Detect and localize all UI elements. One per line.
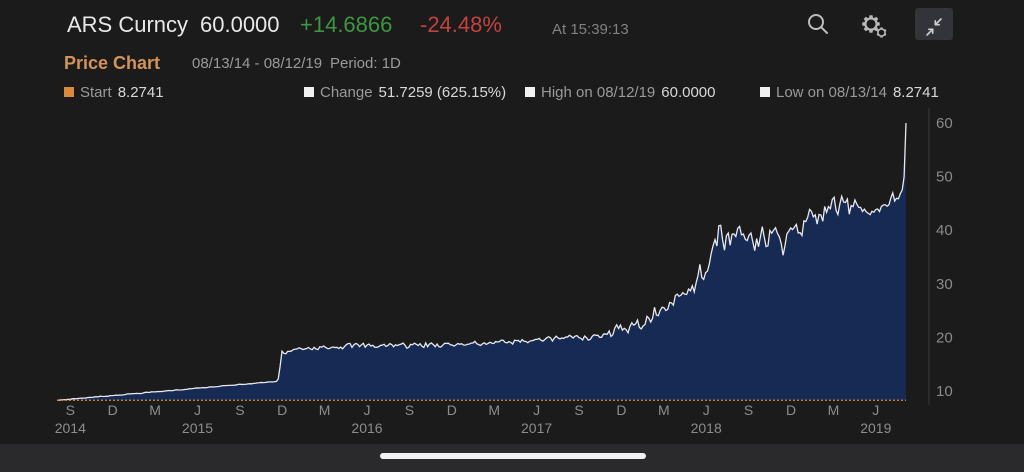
svg-text:S: S bbox=[574, 402, 583, 418]
svg-text:2015: 2015 bbox=[182, 420, 213, 436]
svg-text:M: M bbox=[149, 402, 161, 418]
svg-text:20: 20 bbox=[936, 329, 953, 346]
svg-text:D: D bbox=[447, 402, 457, 418]
svg-text:S: S bbox=[405, 402, 414, 418]
svg-text:30: 30 bbox=[936, 276, 953, 293]
svg-text:10: 10 bbox=[936, 383, 953, 400]
svg-text:M: M bbox=[488, 402, 500, 418]
svg-text:J: J bbox=[533, 402, 540, 418]
svg-text:D: D bbox=[616, 402, 626, 418]
svg-text:S: S bbox=[235, 402, 244, 418]
svg-text:D: D bbox=[108, 402, 118, 418]
svg-text:J: J bbox=[872, 402, 879, 418]
svg-text:J: J bbox=[364, 402, 371, 418]
svg-text:2014: 2014 bbox=[55, 420, 86, 436]
svg-text:40: 40 bbox=[936, 222, 953, 239]
svg-text:M: M bbox=[658, 402, 670, 418]
svg-text:J: J bbox=[194, 402, 201, 418]
svg-text:S: S bbox=[66, 402, 75, 418]
svg-text:D: D bbox=[277, 402, 287, 418]
svg-text:M: M bbox=[319, 402, 331, 418]
svg-text:2019: 2019 bbox=[860, 420, 891, 436]
svg-text:2018: 2018 bbox=[691, 420, 722, 436]
svg-text:M: M bbox=[828, 402, 840, 418]
svg-text:60: 60 bbox=[936, 115, 953, 132]
svg-text:2017: 2017 bbox=[521, 420, 552, 436]
svg-text:2016: 2016 bbox=[351, 420, 382, 436]
svg-text:50: 50 bbox=[936, 169, 953, 186]
svg-text:S: S bbox=[744, 402, 753, 418]
svg-text:D: D bbox=[786, 402, 796, 418]
svg-text:J: J bbox=[703, 402, 710, 418]
